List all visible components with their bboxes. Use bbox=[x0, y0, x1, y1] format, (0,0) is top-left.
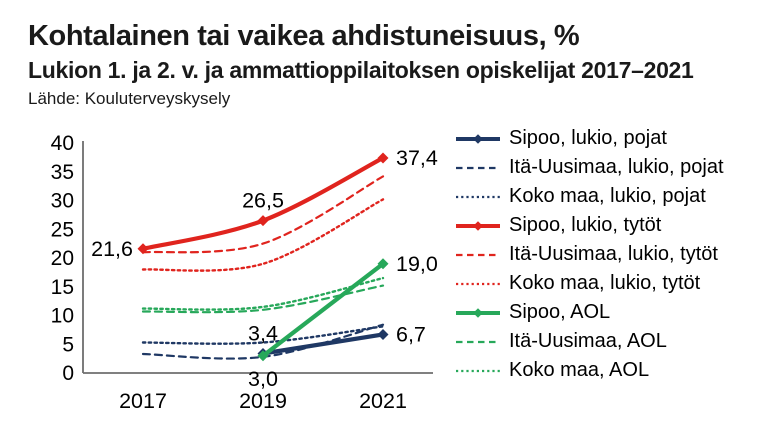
x-tick-label: 2017 bbox=[119, 389, 167, 413]
legend-item-7: Itä-Uusimaa, AOL bbox=[455, 327, 724, 356]
legend-item-6: Sipoo, AOL bbox=[455, 298, 724, 327]
y-tick-label: 15 bbox=[51, 276, 74, 299]
legend-item-4: Itä-Uusimaa, lukio, tytöt bbox=[455, 240, 724, 269]
x-tick-label: 2021 bbox=[359, 389, 407, 413]
legend-marker-diamond bbox=[473, 133, 483, 144]
legend-label-4: Itä-Uusimaa, lukio, tytöt bbox=[509, 243, 718, 265]
legend-label-7: Itä-Uusimaa, AOL bbox=[509, 330, 667, 352]
y-tick-label: 40 bbox=[51, 132, 74, 155]
legend-line-sample bbox=[456, 253, 500, 256]
header: Kohtalainen tai vaikea ahdistuneisuus, %… bbox=[28, 20, 758, 108]
legend-line-sample bbox=[456, 307, 500, 318]
y-tick-label: 0 bbox=[62, 362, 74, 385]
legend-line-sample bbox=[456, 220, 500, 231]
legend-line-sample bbox=[456, 195, 500, 198]
y-tick-label: 10 bbox=[51, 305, 74, 328]
series-line-5 bbox=[141, 198, 385, 272]
legend-label-2: Koko maa, lukio, pojat bbox=[509, 185, 706, 207]
legend-line-sample bbox=[456, 340, 500, 343]
source-note: Lähde: Kouluterveyskysely bbox=[28, 88, 231, 108]
legend-item-3: Sipoo, lukio, tytöt bbox=[455, 211, 724, 240]
series-marker-6 bbox=[257, 350, 269, 362]
legend-label-3: Sipoo, lukio, tytöt bbox=[509, 214, 662, 236]
series-marker-6 bbox=[377, 258, 389, 270]
legend-line-sample bbox=[456, 133, 500, 144]
series-line-4 bbox=[141, 175, 385, 254]
data-label: 3,0 bbox=[248, 367, 278, 391]
y-tick-label: 35 bbox=[51, 161, 74, 184]
legend-line-sample bbox=[456, 166, 500, 169]
legend-label-6: Sipoo, AOL bbox=[509, 301, 611, 323]
data-label: 37,4 bbox=[396, 146, 438, 170]
series-marker-0 bbox=[377, 329, 389, 340]
legend-marker-diamond bbox=[473, 220, 483, 231]
legend-label-1: Itä-Uusimaa, lukio, pojat bbox=[509, 156, 724, 178]
legend-item-1: Itä-Uusimaa, lukio, pojat bbox=[455, 153, 724, 182]
y-tick-label: 20 bbox=[51, 247, 74, 270]
legend-item-0: Sipoo, lukio, pojat bbox=[455, 124, 724, 153]
series-marker-3 bbox=[377, 152, 389, 164]
legend-line-sample bbox=[456, 369, 500, 372]
series-line-8 bbox=[141, 276, 385, 311]
data-label: 19,0 bbox=[396, 252, 438, 276]
legend-item-5: Koko maa, lukio, tytöt bbox=[455, 269, 724, 298]
legend-item-2: Koko maa, lukio, pojat bbox=[455, 182, 724, 211]
y-tick-label: 25 bbox=[51, 218, 74, 241]
series-line-7 bbox=[141, 284, 385, 314]
series-line-2 bbox=[141, 325, 385, 345]
page-subtitle: Lukion 1. ja 2. v. ja ammattioppilaitoks… bbox=[28, 57, 694, 84]
legend-label-8: Koko maa, AOL bbox=[509, 359, 650, 381]
series-line-6 bbox=[260, 261, 386, 358]
anxiety-line-chart: 0 5 10 15 20 25 30 35 40 2017 2019 2021 21,6 26,5 37,4… bbox=[51, 132, 438, 413]
y-tick-label: 5 bbox=[62, 333, 74, 356]
chart-legend: Sipoo, lukio, pojat Itä-Uusimaa, lukio, p… bbox=[455, 124, 724, 385]
legend-line-sample bbox=[456, 282, 500, 285]
data-label: 6,7 bbox=[396, 323, 426, 347]
legend-item-8: Koko maa, AOL bbox=[455, 356, 724, 385]
legend-label-0: Sipoo, lukio, pojat bbox=[509, 127, 667, 149]
page-title: Kohtalainen tai vaikea ahdistuneisuus, % bbox=[28, 20, 580, 52]
data-label: 3,4 bbox=[248, 322, 278, 346]
series-marker-3 bbox=[257, 215, 269, 227]
data-label: 26,5 bbox=[242, 189, 284, 213]
y-tick-label: 30 bbox=[51, 190, 74, 213]
legend-marker-diamond bbox=[473, 307, 483, 318]
data-label: 21,6 bbox=[91, 237, 133, 261]
x-tick-label: 2019 bbox=[239, 389, 287, 413]
legend-label-5: Koko maa, lukio, tytöt bbox=[509, 272, 701, 294]
